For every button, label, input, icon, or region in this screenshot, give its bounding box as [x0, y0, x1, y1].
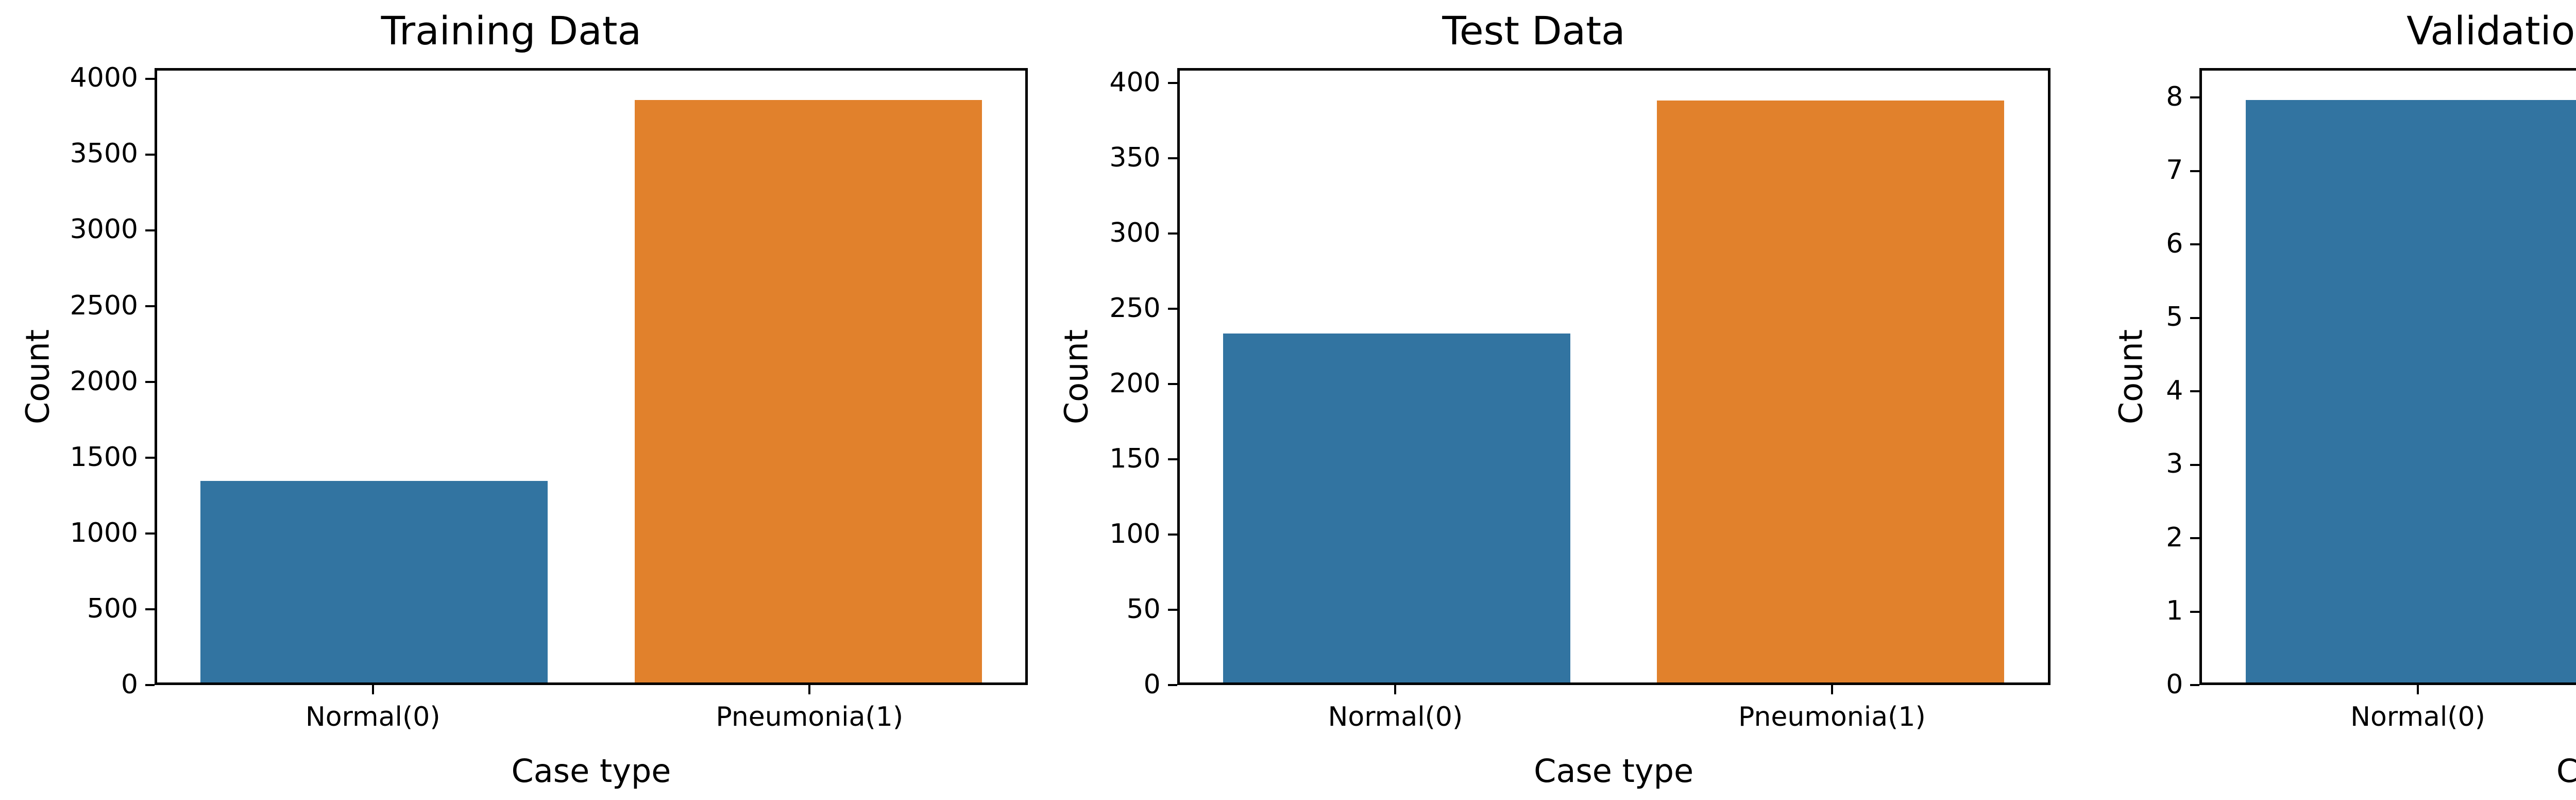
- y-axis-tick-mark: [1167, 157, 1177, 160]
- bar-pneumonia-1: [634, 99, 982, 682]
- plot-area: [1177, 68, 2050, 685]
- x-axis-tick-label: Normal(0): [1328, 702, 1463, 732]
- y-axis-tick-mark: [2190, 96, 2200, 98]
- y-axis-tick-label: 3000: [70, 214, 138, 245]
- y-axis-tick-label: 500: [87, 593, 138, 624]
- chart-title: Test Data: [1442, 8, 1625, 54]
- y-axis-tick-mark: [145, 684, 155, 686]
- y-axis-tick-mark: [1167, 383, 1177, 386]
- y-axis-tick-label: 350: [1109, 142, 1161, 173]
- y-axis-tick-label: 0: [2166, 669, 2183, 700]
- y-axis-tick-label: 2500: [70, 290, 138, 321]
- chart-panel-test: Test Data Case type Count 0 50 100 150 200 25…: [1023, 0, 2050, 800]
- y-axis-tick-mark: [145, 380, 155, 383]
- y-axis-tick-label: 0: [121, 669, 138, 700]
- y-axis-tick-mark: [145, 153, 155, 156]
- x-axis-label: Case type: [511, 752, 671, 790]
- y-axis-tick-label: 1500: [70, 441, 138, 473]
- x-axis-tick-label: Normal(0): [305, 702, 440, 732]
- y-axis-tick-label: 1: [2166, 595, 2183, 627]
- y-axis-tick-label: 250: [1109, 292, 1161, 324]
- x-axis-tick-mark: [371, 685, 374, 694]
- y-axis-tick-mark: [1167, 308, 1177, 310]
- y-axis-tick-label: 150: [1109, 443, 1161, 474]
- y-axis-tick-label: 4000: [70, 62, 138, 94]
- y-axis-tick-mark: [2190, 537, 2200, 539]
- y-axis-tick-label: 200: [1109, 368, 1161, 399]
- chart-title: Validation Data: [2406, 8, 2576, 54]
- bar-normal-0: [200, 480, 548, 682]
- y-axis-tick-mark: [145, 77, 155, 80]
- y-axis-tick-label: 3: [2166, 448, 2183, 480]
- x-axis-label: Case type: [1534, 752, 1694, 790]
- x-axis-tick-mark: [808, 685, 811, 694]
- x-axis-label: Case type: [2556, 752, 2576, 790]
- y-axis-tick-label: 2: [2166, 522, 2183, 553]
- y-axis-tick-mark: [1167, 458, 1177, 461]
- y-axis-tick-label: 3500: [70, 138, 138, 170]
- x-axis-tick-label: Normal(0): [2350, 702, 2485, 732]
- y-axis-tick-mark: [2190, 243, 2200, 245]
- y-axis-tick-label: 8: [2166, 81, 2183, 112]
- y-axis-tick-label: 0: [1143, 669, 1161, 700]
- plot-area: [155, 68, 1028, 685]
- plot-area: [2199, 68, 2576, 685]
- bar-normal-0: [1223, 333, 1570, 682]
- y-axis-tick-mark: [145, 532, 155, 535]
- y-axis-tick-label: 400: [1109, 66, 1161, 98]
- y-axis-tick-mark: [2190, 463, 2200, 466]
- y-axis-tick-label: 100: [1109, 518, 1161, 549]
- y-axis-tick-mark: [2190, 316, 2200, 319]
- y-axis-tick-label: 4: [2166, 375, 2183, 406]
- y-axis-tick-label: 300: [1109, 217, 1161, 248]
- y-axis-tick-mark: [1167, 684, 1177, 686]
- y-axis-tick-label: 1000: [70, 517, 138, 548]
- y-axis-tick-label: 5: [2166, 302, 2183, 333]
- y-axis-tick-mark: [1167, 82, 1177, 85]
- y-axis-tick-mark: [145, 456, 155, 459]
- y-axis-tick-mark: [145, 608, 155, 610]
- y-axis-tick-mark: [1167, 609, 1177, 611]
- bar-pneumonia-1: [1657, 100, 2005, 682]
- chart-panel-validation: Validation Data Case type Count 01234567…: [2045, 0, 2576, 800]
- y-axis-tick-mark: [145, 305, 155, 307]
- y-axis-tick-mark: [1167, 534, 1177, 536]
- y-axis-tick-mark: [2190, 684, 2200, 686]
- chart-panel-training: Training Data Case type Count 0 500 1000 15…: [0, 0, 1028, 800]
- y-axis-tick-label: 6: [2166, 228, 2183, 259]
- chart-title: Training Data: [381, 8, 642, 54]
- x-axis-tick-label: Pneumonia(1): [1738, 702, 1926, 732]
- y-axis-tick-mark: [2190, 610, 2200, 613]
- x-axis-tick-mark: [1831, 685, 1833, 694]
- y-axis-tick-label: 7: [2166, 155, 2183, 186]
- y-axis-tick-mark: [1167, 232, 1177, 235]
- x-axis-tick-label: Pneumonia(1): [716, 702, 904, 732]
- y-axis-tick-mark: [2190, 390, 2200, 392]
- y-axis-tick-mark: [145, 229, 155, 231]
- y-axis-tick-mark: [2190, 170, 2200, 172]
- bar-normal-0: [2245, 99, 2576, 682]
- x-axis-tick-mark: [2417, 685, 2419, 694]
- y-axis-tick-label: 2000: [70, 365, 138, 397]
- x-axis-tick-mark: [1394, 685, 1397, 694]
- y-axis-tick-label: 50: [1126, 593, 1161, 625]
